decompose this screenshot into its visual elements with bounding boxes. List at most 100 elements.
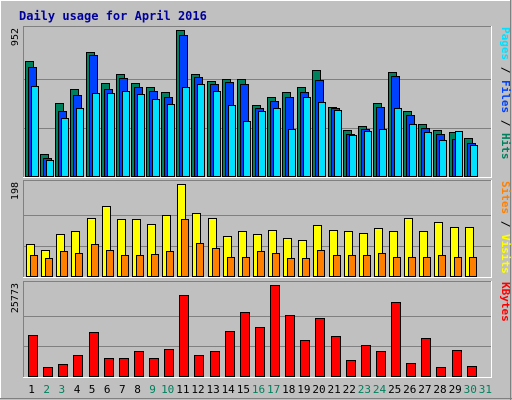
bar-kbytes-day-3 bbox=[58, 364, 68, 377]
bar-pages-day-18 bbox=[288, 129, 296, 177]
bar-kbytes-day-11 bbox=[179, 295, 189, 377]
series-legend-label: Pages / Files / Hits bbox=[499, 27, 512, 160]
bar-kbytes-day-20 bbox=[315, 318, 325, 377]
chart-title: Daily usage for April 2016 bbox=[19, 9, 207, 23]
bar-pages-day-20 bbox=[318, 102, 326, 177]
bar-sites-day-19 bbox=[302, 258, 310, 277]
bar-sites-day-12 bbox=[196, 243, 204, 277]
bar-kbytes-day-18 bbox=[285, 315, 295, 377]
bar-sites-day-1 bbox=[30, 255, 38, 277]
x-tick-label: 29 bbox=[449, 383, 462, 396]
x-axis-labels: 1 2 3 4 5 6 7 8 9 10 11 12 13 14 15 16 17 18 19 20 21 22 23 24 2… bbox=[28, 383, 492, 396]
bar-sites-day-29 bbox=[454, 257, 462, 277]
bar-pages-day-2 bbox=[46, 160, 54, 177]
y-max-label: 25773 bbox=[10, 283, 21, 313]
x-tick-label: 10 bbox=[161, 383, 174, 396]
x-tick-label: 8 bbox=[134, 383, 141, 396]
series-pages bbox=[31, 84, 478, 177]
bar-kbytes-day-22 bbox=[346, 360, 356, 377]
x-tick-label: 6 bbox=[104, 383, 111, 396]
bar-pages-day-15 bbox=[243, 121, 251, 177]
bar-sites-day-30 bbox=[469, 257, 477, 277]
x-tick-label: 1 bbox=[28, 383, 35, 396]
bar-kbytes-day-13 bbox=[210, 351, 220, 377]
x-tick-label: 16 bbox=[252, 383, 265, 396]
bar-kbytes-day-14 bbox=[225, 331, 235, 377]
bar-pages-day-27 bbox=[424, 132, 432, 177]
bar-kbytes-day-8 bbox=[134, 351, 144, 377]
x-tick-label: 30 bbox=[464, 383, 477, 396]
legend-part: KBytes bbox=[499, 282, 512, 322]
panel-kbytes: 25773 KBytes bbox=[10, 281, 512, 378]
bar-pages-day-17 bbox=[273, 108, 281, 177]
bar-sites-day-18 bbox=[287, 258, 295, 277]
legend-part: Pages bbox=[499, 27, 512, 60]
bar-sites-day-27 bbox=[423, 257, 431, 277]
bar-sites-day-16 bbox=[257, 251, 265, 277]
bar-kbytes-day-29 bbox=[452, 350, 462, 377]
bar-pages-day-11 bbox=[182, 87, 190, 177]
legend-part: Visits bbox=[499, 234, 512, 274]
legend-part: / bbox=[499, 113, 512, 133]
bar-pages-day-26 bbox=[409, 124, 417, 177]
x-tick-label: 11 bbox=[176, 383, 189, 396]
bar-sites-day-11 bbox=[181, 219, 189, 277]
bar-kbytes-day-5 bbox=[89, 332, 99, 377]
bar-sites-day-14 bbox=[227, 257, 235, 277]
x-tick-label: 3 bbox=[58, 383, 65, 396]
x-tick-label: 17 bbox=[267, 383, 280, 396]
bar-sites-day-3 bbox=[60, 251, 68, 277]
x-tick-label: 15 bbox=[237, 383, 250, 396]
x-tick-label: 9 bbox=[149, 383, 156, 396]
bar-sites-day-5 bbox=[91, 244, 99, 277]
bar-kbytes-day-21 bbox=[331, 336, 341, 377]
bar-kbytes-day-1 bbox=[28, 335, 38, 377]
bar-kbytes-day-16 bbox=[255, 327, 265, 377]
bar-pages-day-14 bbox=[228, 105, 236, 177]
x-tick-label: 12 bbox=[191, 383, 204, 396]
bar-pages-day-21 bbox=[334, 110, 342, 177]
bar-pages-day-6 bbox=[107, 93, 115, 177]
bar-sites-day-8 bbox=[136, 255, 144, 277]
bar-pages-day-24 bbox=[379, 129, 387, 177]
x-tick-label: 26 bbox=[403, 383, 416, 396]
bar-sites-day-26 bbox=[408, 257, 416, 277]
x-tick-label: 7 bbox=[119, 383, 126, 396]
x-tick-label: 21 bbox=[327, 383, 340, 396]
series-legend-label: KBytes bbox=[499, 282, 512, 322]
bar-pages-day-28 bbox=[439, 140, 447, 177]
bar-pages-day-30 bbox=[470, 145, 478, 177]
panel-visits-sites: 198 Sites / Visits bbox=[10, 180, 512, 278]
bar-pages-day-25 bbox=[394, 108, 402, 177]
bar-kbytes-day-30 bbox=[467, 366, 477, 377]
bar-sites-day-13 bbox=[212, 248, 220, 277]
bar-kbytes-day-27 bbox=[421, 338, 431, 377]
bar-kbytes-day-9 bbox=[149, 358, 159, 377]
x-tick-label: 18 bbox=[282, 383, 295, 396]
bar-pages-day-12 bbox=[197, 84, 205, 177]
x-tick-label: 31 bbox=[479, 383, 492, 396]
bar-sites-day-22 bbox=[348, 255, 356, 277]
x-tick-label: 2 bbox=[43, 383, 50, 396]
x-tick-label: 4 bbox=[74, 383, 81, 396]
bar-sites-day-7 bbox=[121, 255, 129, 277]
x-tick-label: 19 bbox=[297, 383, 310, 396]
bar-pages-day-4 bbox=[76, 108, 84, 177]
x-tick-label: 13 bbox=[206, 383, 219, 396]
bar-pages-day-7 bbox=[122, 91, 130, 177]
legend-part: Hits bbox=[499, 133, 512, 160]
bar-pages-day-23 bbox=[364, 131, 372, 177]
bar-pages-day-8 bbox=[137, 94, 145, 177]
legend-part: / bbox=[499, 60, 512, 80]
bar-pages-day-9 bbox=[152, 99, 160, 177]
bar-kbytes-day-28 bbox=[436, 367, 446, 377]
panel-hits-files-pages: 952 Pages / Files / Hits bbox=[10, 26, 512, 178]
series-sites bbox=[30, 219, 477, 277]
bar-kbytes-day-4 bbox=[73, 355, 83, 377]
y-max-label: 952 bbox=[10, 28, 21, 46]
panels: 952 Pages / Files / Hits 198 Sites / Visits… bbox=[10, 26, 512, 378]
bar-kbytes-day-23 bbox=[361, 345, 371, 377]
bar-kbytes-day-24 bbox=[376, 351, 386, 377]
bar-sites-day-6 bbox=[106, 250, 114, 277]
